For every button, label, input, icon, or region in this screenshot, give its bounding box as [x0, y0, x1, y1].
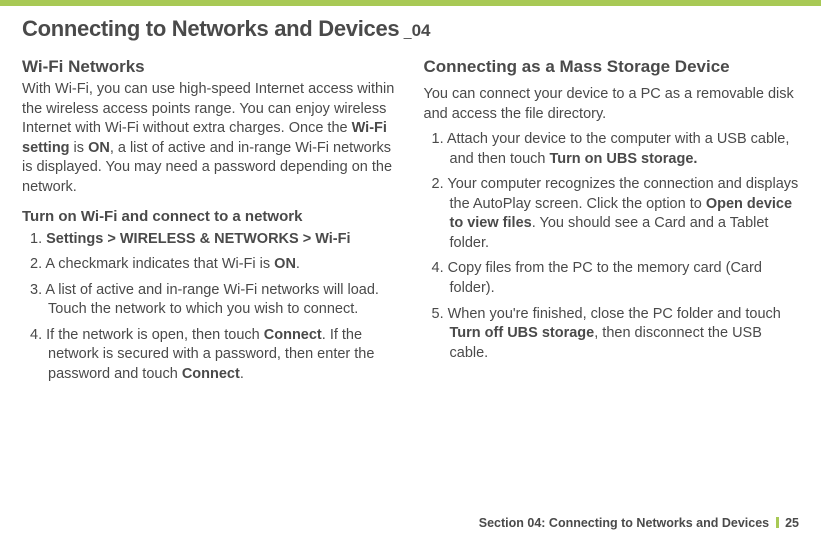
title-chapter: 04 [412, 21, 431, 40]
step4-b: Connect [264, 327, 322, 343]
page-title: Connecting to Networks and Devices _04 [0, 6, 821, 56]
wifi-intro: With Wi-Fi, you can use high-speed Inter… [22, 80, 398, 197]
step4-a: 4. If the network is open, then touch [30, 327, 264, 343]
mass-intro: You can connect your device to a PC as a… [424, 85, 800, 124]
step2-c: . [296, 256, 300, 272]
list-item: 3. A list of active and in-range Wi-Fi n… [30, 281, 398, 320]
wifi-intro-c: is [70, 140, 89, 156]
wifi-intro-b2: ON [88, 140, 110, 156]
list-item: 1. Attach your device to the computer wi… [432, 130, 800, 169]
step2-b: ON [274, 256, 296, 272]
list-item: 4. Copy files from the PC to the memory … [432, 259, 800, 298]
wifi-subheading: Turn on Wi-Fi and connect to a network [22, 207, 398, 227]
step1-a: 1. [30, 231, 46, 247]
title-dash: _ [404, 23, 412, 39]
content-columns: Wi-Fi Networks With Wi-Fi, you can use h… [0, 56, 821, 391]
page-footer: Section 04: Connecting to Networks and D… [479, 516, 799, 530]
right-column: Connecting as a Mass Storage Device You … [424, 56, 800, 391]
left-column: Wi-Fi Networks With Wi-Fi, you can use h… [22, 56, 398, 391]
step2-a: 2. A checkmark indicates that Wi-Fi is [30, 256, 274, 272]
mstep5-b: Turn off UBS storage [450, 325, 595, 341]
mstep5-a: 5. When you're finished, close the PC fo… [432, 306, 781, 322]
step4-d: Connect [182, 366, 240, 382]
footer-page: 25 [785, 516, 799, 530]
mass-steps: 1. Attach your device to the computer wi… [424, 130, 800, 363]
mstep1-b: Turn on UBS storage. [549, 151, 697, 167]
list-item: 4. If the network is open, then touch Co… [30, 326, 398, 385]
list-item: 5. When you're finished, close the PC fo… [432, 305, 800, 364]
wifi-steps: 1. Settings > WIRELESS & NETWORKS > Wi-F… [22, 230, 398, 385]
mass-heading: Connecting as a Mass Storage Device [424, 56, 800, 79]
title-main: Connecting to Networks and Devices [22, 16, 399, 41]
list-item: 2. A checkmark indicates that Wi-Fi is O… [30, 255, 398, 275]
wifi-heading: Wi-Fi Networks [22, 56, 398, 79]
step4-e: . [240, 366, 244, 382]
list-item: 1. Settings > WIRELESS & NETWORKS > Wi-F… [30, 230, 398, 250]
list-item: 2. Your computer recognizes the connecti… [432, 175, 800, 253]
step1-b: Settings > WIRELESS & NETWORKS > Wi-Fi [46, 231, 350, 247]
footer-separator [776, 517, 779, 528]
wifi-intro-a: With Wi-Fi, you can use high-speed Inter… [22, 81, 394, 136]
footer-section: Section 04: Connecting to Networks and D… [479, 516, 769, 530]
